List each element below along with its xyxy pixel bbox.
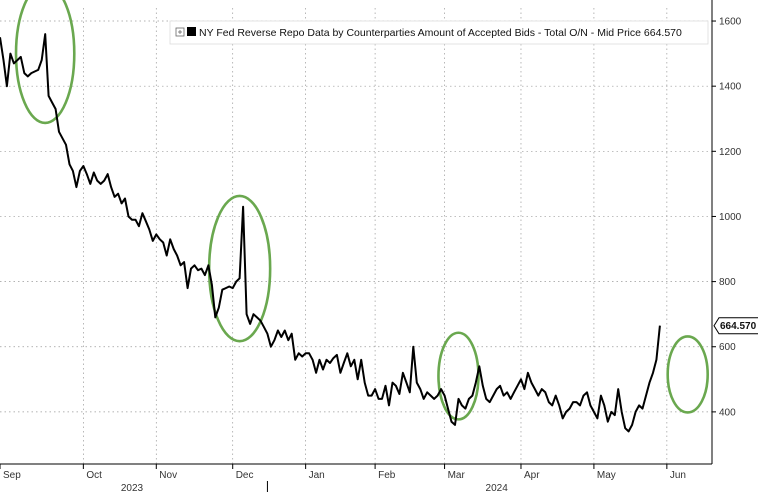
y-tick-label: 1200 [719, 147, 742, 158]
x-tick-label: Jun [670, 470, 686, 481]
x-tick-label: Feb [378, 470, 396, 481]
y-tick-label: 600 [719, 342, 736, 353]
y-tick-label: 400 [719, 407, 736, 418]
highlight-ellipse [14, 0, 76, 125]
legend-box [169, 20, 709, 45]
legend-swatch [187, 27, 196, 36]
series-line [0, 33, 661, 433]
last-value-label: 664.570 [720, 321, 757, 332]
x-tick-label: Mar [448, 470, 466, 481]
x-tick-label: May [597, 470, 616, 481]
y-tick-label: 1000 [719, 212, 742, 223]
axes: 400 600 800 1000 1200 1400 1600 Sep Oct Nov Dec Jan… [0, 0, 742, 494]
year-label: 2023 [121, 483, 144, 494]
y-tick-label: 800 [719, 277, 736, 288]
x-tick-label: Sep [3, 470, 21, 481]
legend-label: NY Fed Reverse Repo Data by Counterparti… [199, 27, 682, 39]
x-tick-label: Jan [309, 470, 325, 481]
x-tick-label: Apr [524, 470, 540, 481]
legend: NY Fed Reverse Repo Data by Counterparti… [169, 20, 709, 45]
x-tick-label: Nov [159, 470, 177, 481]
y-tick-label: 1400 [719, 82, 742, 93]
x-tick-label: Oct [86, 470, 102, 481]
y-tick-label: 1600 [719, 17, 742, 28]
last-value-badge-shape [713, 317, 758, 335]
last-value-badge: 664.570 [713, 317, 758, 335]
highlight-ellipse [666, 335, 709, 414]
highlight-ellipse [437, 331, 480, 421]
x-tick-label: Dec [236, 470, 254, 481]
highlight-ellipses [14, 0, 709, 421]
year-label: 2024 [486, 483, 509, 494]
series-layer [0, 33, 661, 433]
